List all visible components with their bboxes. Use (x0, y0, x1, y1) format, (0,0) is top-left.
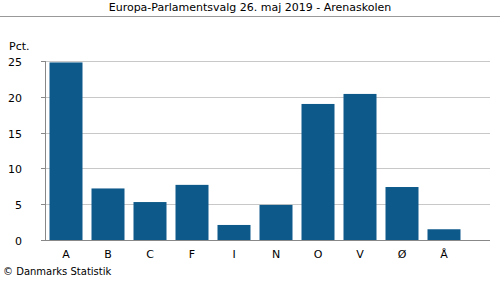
y-axis-line (45, 61, 46, 240)
x-tick-label: A (62, 248, 70, 261)
y-tick-label: 10 (8, 163, 22, 176)
grid-line (45, 240, 490, 241)
bar (176, 185, 209, 240)
bar (344, 94, 377, 240)
x-tick-label: Å (440, 248, 448, 261)
y-tick-label: 25 (8, 56, 22, 69)
grid-line (45, 133, 490, 134)
grid-line (45, 97, 490, 98)
x-tick-label: B (104, 248, 112, 261)
bar (134, 202, 167, 240)
y-tick-label: 0 (15, 235, 22, 248)
title-rule (0, 16, 500, 17)
y-tick (41, 168, 45, 169)
grid-line (45, 61, 490, 62)
chart-container: Europa-Parlamentsvalg 26. maj 2019 - Are… (0, 0, 500, 282)
y-tick (41, 61, 45, 62)
bar (92, 188, 125, 240)
bar (260, 205, 293, 240)
title: Europa-Parlamentsvalg 26. maj 2019 - Are… (109, 1, 392, 14)
bar (386, 187, 419, 240)
y-tick-label: 5 (15, 199, 22, 212)
x-tick-label: I (232, 248, 235, 261)
y-axis-label: Pct. (9, 40, 30, 53)
y-tick-label: 15 (8, 128, 22, 141)
y-tick (41, 240, 45, 241)
x-tick-label: O (314, 248, 323, 261)
y-tick (41, 204, 45, 205)
x-tick-label: C (146, 248, 154, 261)
bar (218, 225, 251, 240)
x-tick-label: Ø (398, 248, 407, 261)
x-tick-label: V (356, 248, 364, 261)
bars (50, 62, 461, 240)
bar (428, 229, 461, 240)
y-tick (41, 133, 45, 134)
grid-line (45, 168, 490, 169)
x-tick-label: F (189, 248, 195, 261)
y-tick-label: 20 (8, 92, 22, 105)
y-tick (41, 97, 45, 98)
bar (50, 62, 83, 240)
bar (302, 104, 335, 240)
x-tick-label: N (272, 248, 280, 261)
source: © Danmarks Statistik (3, 266, 112, 277)
chart-svg: Europa-Parlamentsvalg 26. maj 2019 - Are… (0, 0, 500, 282)
